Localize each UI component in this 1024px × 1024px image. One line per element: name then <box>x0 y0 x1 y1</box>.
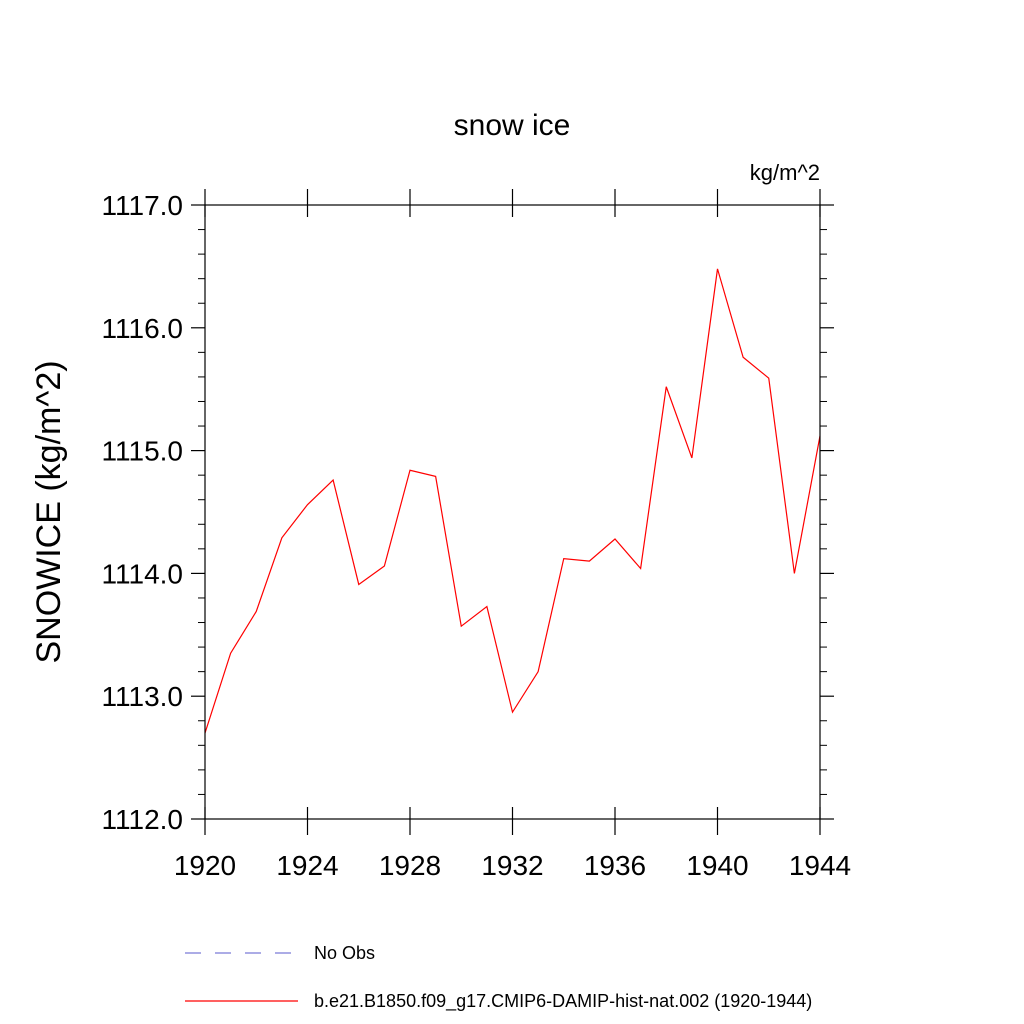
x-tick-label: 1928 <box>379 850 441 881</box>
legend-label-no-obs: No Obs <box>314 943 375 963</box>
y-tick-label: 1115.0 <box>102 436 183 467</box>
x-tick-label: 1940 <box>686 850 748 881</box>
y-tick-label: 1113.0 <box>102 681 183 712</box>
x-tick-label: 1936 <box>584 850 646 881</box>
tick-labels: 1920 1924 1928 1932 1936 1940 1944 1112.0 1113.0… <box>102 190 852 881</box>
legend: No Obs b.e21.B1850.f09_g17.CMIP6-DAMIP-h… <box>185 943 812 1012</box>
axis-ticks <box>191 189 834 835</box>
x-tick-label: 1924 <box>276 850 338 881</box>
series-line <box>204 268 821 734</box>
x-tick-label: 1932 <box>481 850 543 881</box>
y-tick-label: 1114.0 <box>102 558 183 589</box>
x-tick-label: 1920 <box>174 850 236 881</box>
x-tick-label: 1944 <box>789 850 851 881</box>
legend-label-model: b.e21.B1850.f09_g17.CMIP6-DAMIP-hist-nat… <box>314 991 812 1012</box>
units-label: kg/m^2 <box>750 160 820 185</box>
chart-title: snow ice <box>454 109 571 142</box>
plot-frame <box>204 204 821 820</box>
plot-area <box>204 268 821 734</box>
y-tick-label: 1117.0 <box>102 190 183 221</box>
y-axis-label: SNOWICE (kg/m^2) <box>30 360 68 663</box>
y-tick-label: 1116.0 <box>102 313 183 344</box>
y-tick-label: 1112.0 <box>102 804 183 835</box>
